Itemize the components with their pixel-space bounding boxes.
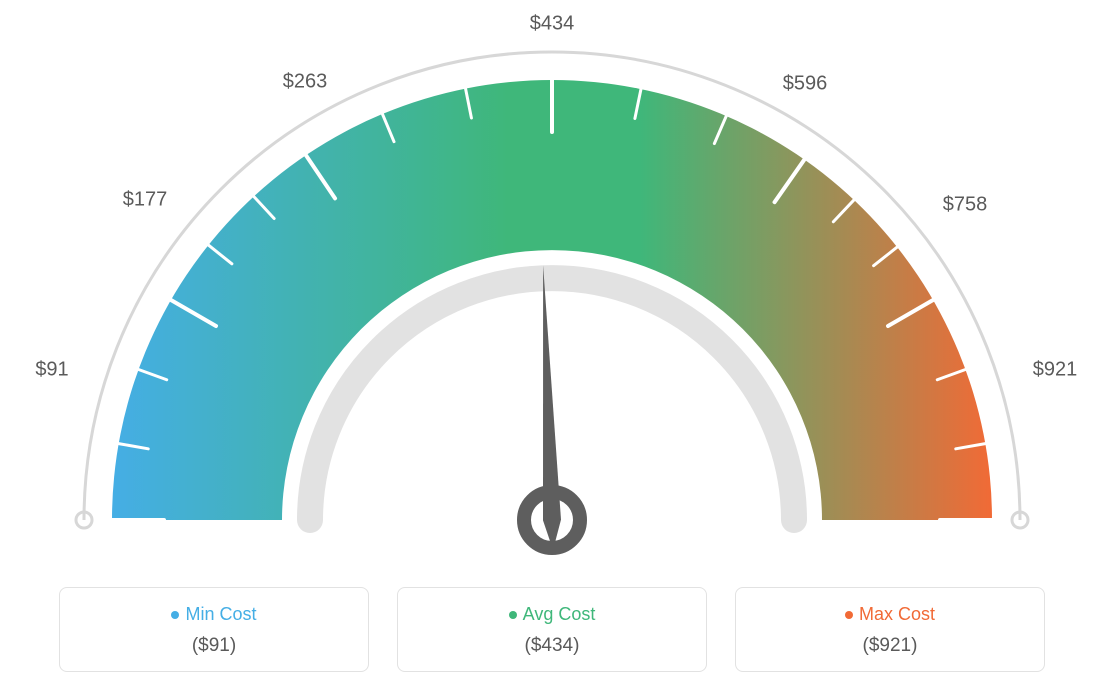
legend-dot-avg [509, 611, 517, 619]
gauge-tick-label: $177 [123, 189, 168, 212]
legend-dot-max [845, 611, 853, 619]
legend-card-max: Max Cost ($921) [735, 587, 1045, 672]
gauge-tick-label: $434 [530, 13, 575, 36]
gauge-chart: $91 $177 $263 $434 $596 $758 $921 [0, 0, 1104, 560]
legend-title-avg: Avg Cost [509, 604, 596, 625]
legend-title-min-text: Min Cost [185, 604, 256, 625]
legend-row: Min Cost ($91) Avg Cost ($434) Max Cost … [0, 587, 1104, 672]
legend-card-avg: Avg Cost ($434) [397, 587, 707, 672]
legend-title-max-text: Max Cost [859, 604, 935, 625]
legend-title-max: Max Cost [845, 604, 935, 625]
gauge-tick-label: $91 [35, 359, 68, 382]
legend-card-min: Min Cost ($91) [59, 587, 369, 672]
gauge-tick-label: $596 [783, 73, 828, 96]
legend-value-avg: ($434) [408, 635, 696, 657]
legend-value-max: ($921) [746, 635, 1034, 657]
legend-title-min: Min Cost [171, 604, 256, 625]
gauge-tick-label: $921 [1033, 359, 1078, 382]
legend-value-min: ($91) [70, 635, 358, 657]
legend-dot-min [171, 611, 179, 619]
gauge-tick-label: $263 [283, 71, 328, 94]
legend-title-avg-text: Avg Cost [523, 604, 596, 625]
gauge-svg [0, 0, 1104, 560]
gauge-tick-label: $758 [943, 194, 988, 217]
